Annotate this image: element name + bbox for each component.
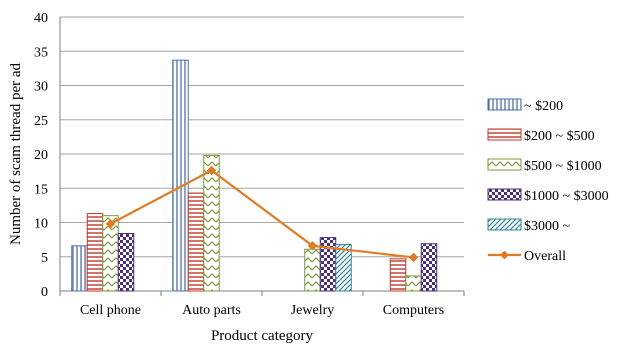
y-tick-label: 40 [34,11,48,26]
gridlines [60,16,464,258]
bar [389,258,407,292]
tick-labels: 0 5 10 15 20 25 30 35 40 Cell phone Auto parts Jewe… [34,11,444,318]
bar [71,245,88,292]
y-tick-label: 10 [34,217,48,232]
legend-label: ~ $200 [524,99,563,114]
legend-swatch [487,98,522,111]
x-tick-label: Cell phone [80,303,141,318]
overall-line [105,165,419,263]
legend-label: $200 ~ $500 [524,129,595,144]
bar [335,243,352,292]
bar [420,243,438,292]
y-axis-title: Number of scam thread per ad [8,63,24,246]
bars [71,59,438,292]
bar [203,154,220,292]
legend-label: $500 ~ $1000 [524,159,602,174]
y-tick-label: 35 [34,45,48,60]
legend-label: $3000 ~ [524,219,571,234]
overall-point [206,165,217,176]
legend-swatch [487,158,522,171]
bar [117,232,135,292]
x-tick-label: Auto parts [182,303,241,318]
overall-point [408,252,419,263]
x-tick-label: Jewelry [291,303,335,318]
y-tick-label: 30 [34,80,48,95]
x-tick-label: Computers [383,303,444,318]
x-axis-title: Product category [211,328,314,344]
legend: ~ $200 $200 ~ $500 $500 ~ $1000 $1000 ~ $30… [487,98,609,264]
legend-marker [500,250,509,260]
legend-label: $1000 ~ $3000 [524,189,609,204]
bar [405,275,422,292]
legend-swatch [487,188,522,201]
y-tick-label: 0 [41,285,48,300]
overall-series-line [109,169,414,259]
legend-label: Overall [524,249,566,264]
bar [304,248,321,292]
bar [86,213,104,292]
y-tick-label: 20 [34,148,48,163]
legend-swatch [487,128,522,141]
overall-point [105,219,116,229]
y-tick-label: 15 [34,182,48,197]
y-tick-label: 25 [34,114,48,129]
legend-swatch [487,218,522,231]
y-tick-label: 5 [41,251,48,266]
bar [187,192,205,292]
bar [319,237,337,292]
overall-point [307,240,318,251]
bar [172,59,189,292]
